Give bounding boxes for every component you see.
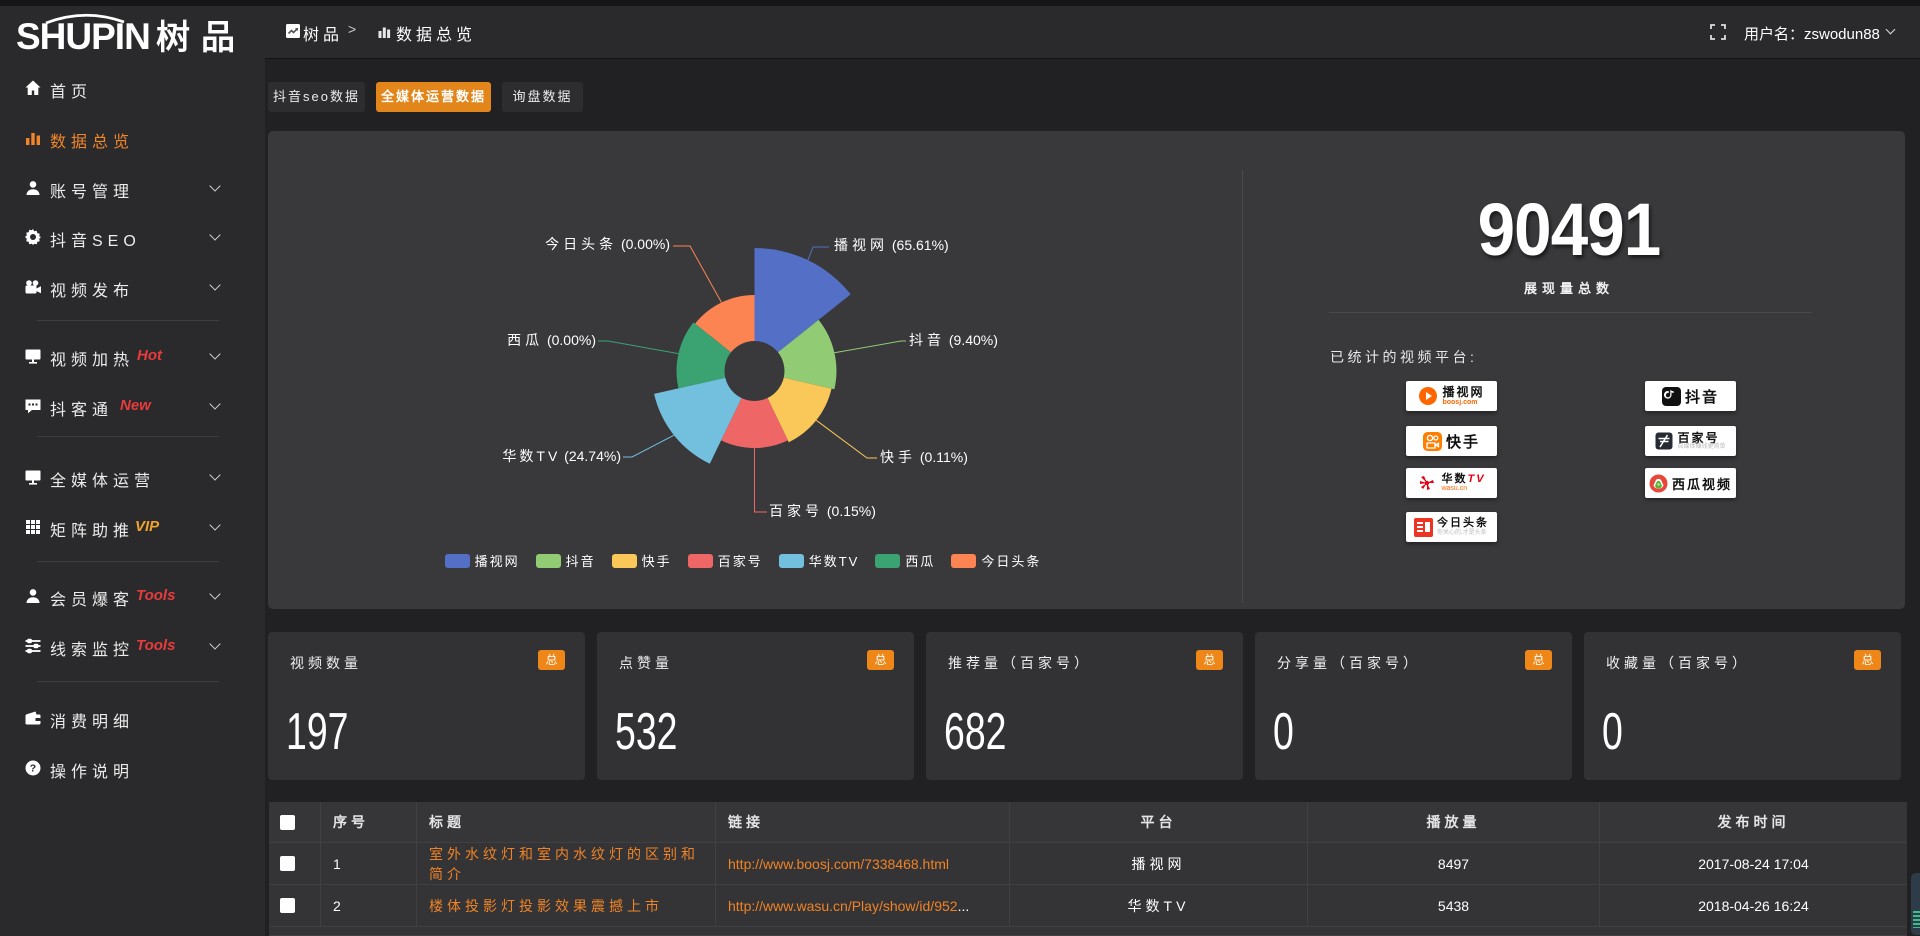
svg-text:西瓜 (0.00%): 西瓜 (0.00%)	[507, 332, 596, 348]
svg-text:树品: 树品	[156, 19, 246, 57]
svg-text:百家号 (0.15%): 百家号 (0.15%)	[769, 503, 876, 519]
svg-text:播视网 (65.61%): 播视网 (65.61%)	[834, 237, 949, 253]
svg-text:?: ?	[30, 763, 36, 775]
svg-text:今日头条 (0.00%): 今日头条 (0.00%)	[545, 236, 670, 252]
svg-text:快手 (0.11%): 快手 (0.11%)	[880, 449, 968, 465]
svg-text:SHUPIN: SHUPIN	[16, 16, 150, 57]
svg-text:华数TV (24.74%): 华数TV (24.74%)	[502, 448, 621, 464]
svg-text:抖音 (9.40%): 抖音 (9.40%)	[909, 332, 998, 348]
